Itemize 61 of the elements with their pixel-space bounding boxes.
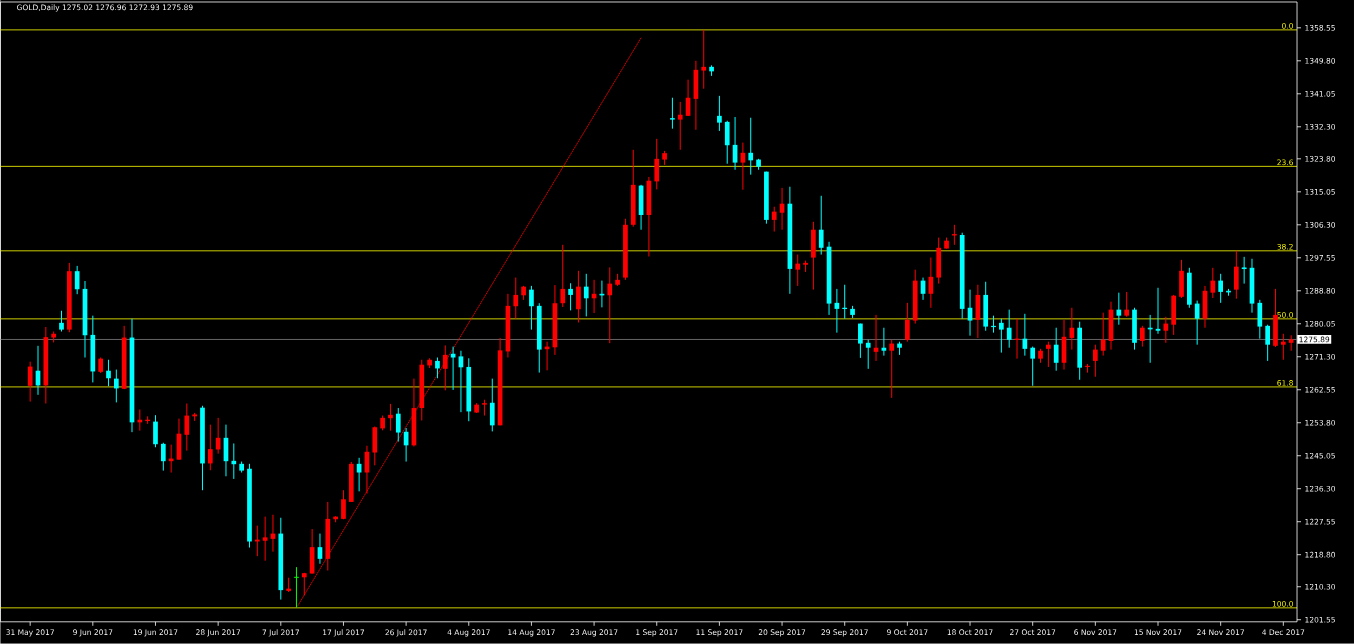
candlestick bbox=[1241, 256, 1247, 285]
candlestick bbox=[1092, 344, 1098, 378]
candlestick bbox=[388, 403, 393, 432]
candlestick bbox=[795, 254, 801, 287]
candlestick bbox=[701, 29, 707, 90]
candlestick bbox=[160, 442, 166, 472]
candlestick bbox=[74, 265, 80, 295]
candlestick bbox=[1046, 341, 1051, 368]
candlestick bbox=[576, 270, 581, 324]
candlestick bbox=[513, 277, 519, 320]
candlestick bbox=[1053, 327, 1059, 372]
candlestick bbox=[724, 120, 730, 165]
candlestick bbox=[1233, 250, 1239, 300]
candlestick bbox=[1069, 307, 1075, 351]
candlestick bbox=[771, 206, 777, 233]
candlestick bbox=[1100, 312, 1106, 357]
candlestick bbox=[106, 359, 111, 387]
candlestick bbox=[607, 267, 613, 344]
candlestick bbox=[670, 97, 675, 130]
candlestick bbox=[395, 407, 401, 443]
candlestick bbox=[818, 195, 824, 256]
candlestick bbox=[529, 285, 534, 331]
candlestick bbox=[1288, 334, 1294, 352]
candlestick bbox=[113, 369, 119, 403]
candlestick bbox=[254, 525, 260, 557]
candlestick bbox=[654, 138, 660, 190]
candlestick bbox=[184, 403, 190, 452]
candlestick bbox=[865, 339, 871, 370]
candlestick bbox=[1006, 309, 1012, 349]
candlestick bbox=[889, 339, 895, 399]
candlestick bbox=[858, 323, 863, 359]
candlestick bbox=[560, 244, 566, 308]
candlestick bbox=[435, 357, 440, 379]
candlestick bbox=[1257, 299, 1263, 340]
candlestick bbox=[1124, 291, 1130, 318]
candlestick bbox=[1139, 325, 1145, 348]
candlestick bbox=[231, 443, 237, 480]
candlestick bbox=[59, 310, 64, 333]
candlestick bbox=[262, 516, 268, 562]
candlestick bbox=[341, 489, 346, 520]
candlestick bbox=[1218, 273, 1224, 304]
candlestick bbox=[1210, 267, 1216, 299]
candlestick bbox=[1163, 316, 1169, 344]
candlestick bbox=[1194, 300, 1200, 346]
candlestick bbox=[1030, 346, 1036, 387]
candlestick bbox=[677, 101, 683, 151]
candlestick bbox=[748, 117, 754, 176]
candlestick bbox=[442, 345, 448, 391]
candlestick bbox=[27, 361, 33, 403]
candlestick bbox=[583, 273, 589, 318]
candlestick bbox=[999, 318, 1004, 354]
candlestick bbox=[489, 378, 495, 432]
candlestick bbox=[153, 414, 158, 448]
candlestick bbox=[207, 424, 213, 471]
candlestick bbox=[568, 282, 573, 311]
candlestick bbox=[905, 302, 910, 343]
candlestick bbox=[1116, 292, 1122, 326]
candlestick bbox=[1265, 324, 1270, 362]
candlestick bbox=[717, 95, 722, 132]
candlestick bbox=[293, 566, 300, 609]
candlestick bbox=[1280, 333, 1286, 361]
